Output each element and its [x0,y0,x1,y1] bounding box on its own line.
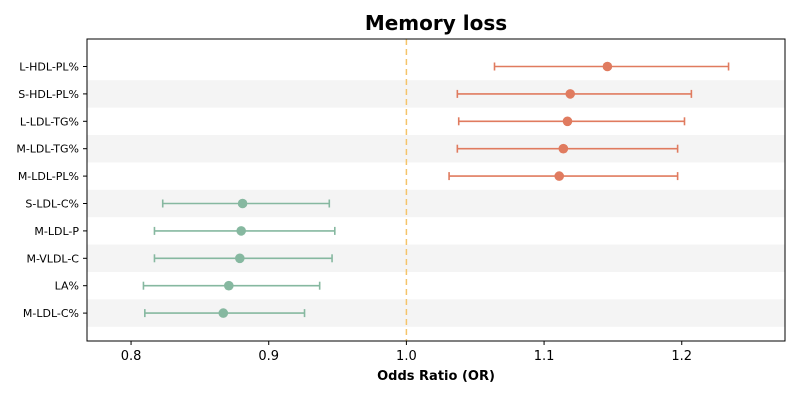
chart-title: Memory loss [365,11,507,35]
y-tick-label: M-VLDL-C [26,252,79,265]
x-tick-label: 0.8 [121,349,142,364]
x-tick-label: 1.2 [671,349,692,364]
plot-frame [86,38,786,342]
y-tick-label: S-LDL-C% [25,198,79,211]
or-point [224,280,234,291]
y-tick-label: M-LDL-P [34,225,79,238]
or-point [562,116,573,127]
y-tick-label: S-HDL-PL% [18,88,79,101]
data-marks [142,61,730,318]
y-tick-label: L-HDL-PL% [19,61,79,74]
or-point [236,226,246,236]
or-point [558,143,569,154]
or-point [235,253,245,264]
y-tick-label: M-LDL-TG% [16,143,79,156]
x-tick-label: 1.1 [534,349,555,364]
y-tick-label: M-LDL-PL% [18,170,79,183]
x-tick-label: 0.9 [258,349,279,364]
or-point [554,171,565,181]
y-axis: L-HDL-PL% S-HDL-PL% L-LDL-TG% M-LDL-TG% M-LD… [16,61,87,320]
y-tick-label: M-LDL-C% [23,307,79,320]
or-point [565,89,576,99]
row-band [87,135,785,163]
or-point [218,308,229,318]
or-point [237,198,248,209]
y-tick-label: LA% [55,280,79,293]
x-axis: 0.8 0.9 1.0 1.1 1.2 [121,341,692,364]
x-tick-label: 1.0 [396,349,417,364]
y-tick-label: L-LDL-TG% [20,115,79,128]
or-point [602,61,613,72]
x-axis-label: Odds Ratio (OR) [377,369,495,384]
